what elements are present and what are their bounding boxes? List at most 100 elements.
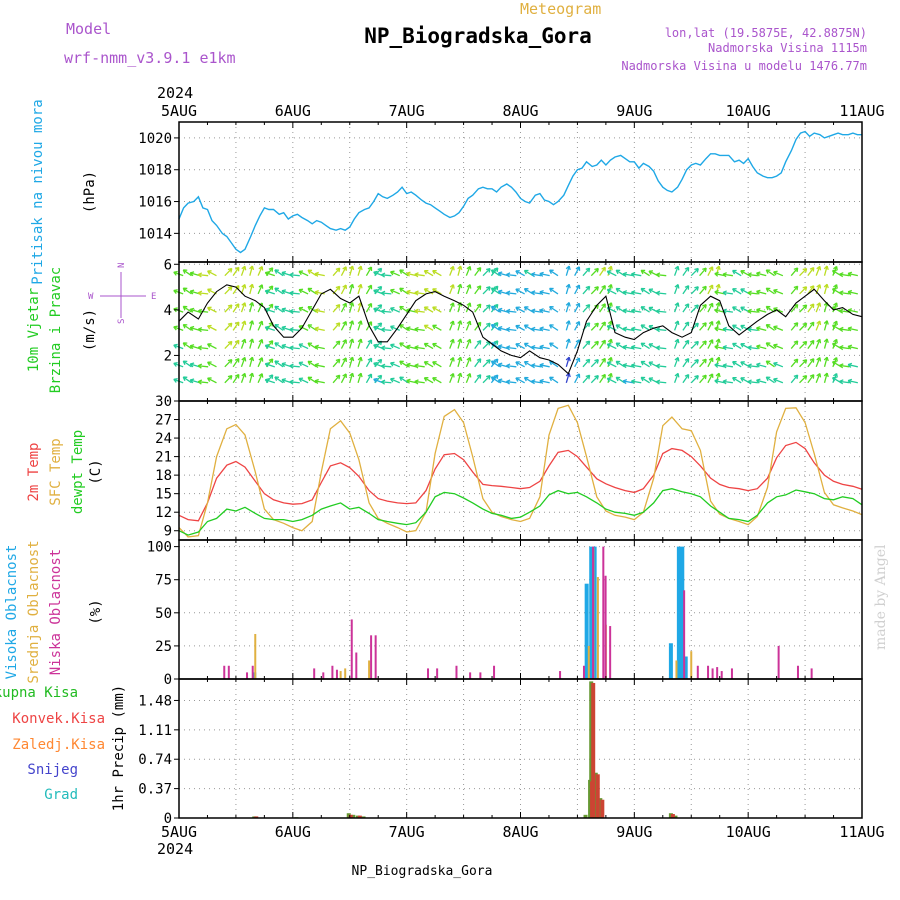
wind-arrow-head	[839, 380, 844, 385]
wind-arrow	[432, 306, 442, 313]
wind-arrow-head	[549, 324, 552, 329]
y-tick-label: 27	[155, 413, 172, 429]
wind-arrow	[622, 291, 634, 295]
wind-arrow-head	[615, 361, 619, 366]
wind-arrow-head	[833, 357, 838, 361]
wind-arrow-head	[601, 303, 606, 307]
compass-e: E	[151, 292, 156, 302]
wind-arrow	[807, 303, 815, 313]
wind-arrow-head	[793, 322, 798, 325]
wind-arrow	[340, 373, 347, 384]
wind-arrow	[340, 321, 347, 331]
wind-arrow-head	[732, 343, 736, 348]
wind-arrow-head	[432, 377, 436, 382]
wind-arrow	[699, 285, 707, 295]
wind-arrow-head	[585, 340, 590, 343]
high-cloud-bar	[592, 546, 597, 679]
wind-arrow-head	[515, 307, 519, 312]
wind-arrow	[656, 310, 667, 313]
wind-arrow	[357, 320, 362, 331]
wind-arrow-head	[189, 290, 194, 295]
wind-arrow-head	[615, 324, 619, 329]
wind-arrow	[349, 338, 354, 349]
mid-cloud-bar	[254, 633, 257, 679]
wind-arrow	[465, 373, 471, 384]
precip-bar	[595, 774, 600, 818]
wind-arrow	[515, 306, 525, 313]
wind-arrow-head	[793, 374, 798, 378]
wind-arrow-head	[622, 291, 627, 296]
wind-arrow-head	[298, 289, 302, 294]
wind-arrow	[274, 360, 284, 368]
wind-arrow-head	[390, 271, 394, 276]
wind-arrow-head	[268, 303, 273, 307]
low-cloud-bar	[479, 672, 482, 679]
wind-arrow-head	[702, 374, 707, 378]
x-tick-label-top: 8AUG	[502, 102, 538, 120]
wind-arrow	[465, 357, 471, 368]
wind-arrow	[257, 357, 263, 368]
wind-arrow-head	[490, 324, 494, 329]
wind-arrow	[714, 345, 725, 350]
wind-arrow	[631, 364, 642, 368]
wind-arrow-head	[601, 321, 606, 325]
wind-arrow-head	[601, 357, 606, 361]
wind-arrow-head	[702, 303, 707, 307]
wind-arrow	[790, 340, 799, 350]
wind-arrow	[414, 291, 425, 295]
wind-arrow-head	[197, 381, 202, 385]
wind-arrow	[390, 289, 400, 295]
wind-arrow	[549, 360, 559, 368]
wind-arrow-head	[809, 321, 814, 325]
wind-arrow-head	[809, 358, 814, 361]
wind-arrow-head	[414, 364, 419, 369]
wind-arrow-head	[281, 308, 286, 313]
wind-arrow-head	[314, 309, 319, 314]
clouds-y-ticks: 0 25 50 75 100	[147, 540, 179, 688]
wind-arrow	[565, 338, 570, 349]
wind-arrow-head	[622, 380, 627, 385]
y-tick-label: 18	[155, 468, 172, 484]
wind-arrow	[314, 327, 325, 331]
wind-arrow-head	[722, 273, 727, 278]
wind-arrow-head	[615, 377, 619, 382]
wind-arrow-head	[258, 338, 263, 343]
wind-arrow	[424, 270, 434, 277]
wind-arrow-head	[722, 380, 727, 385]
wind-arrow-head	[476, 267, 481, 270]
wind-arrow	[491, 269, 501, 277]
wind-arrow	[449, 266, 455, 276]
wind-arrow	[631, 380, 642, 384]
wind-arrow	[474, 285, 482, 295]
low-cloud-bar	[559, 671, 562, 679]
wind-arrow-head	[349, 265, 353, 270]
wind-arrow	[249, 338, 254, 349]
wind-arrow-head	[399, 342, 403, 347]
wind-arrow-head	[740, 361, 744, 366]
wind-arrow	[414, 328, 425, 332]
wind-arrow	[249, 372, 254, 383]
wind-arrow-head	[832, 324, 836, 330]
low-cloud-bar	[582, 665, 585, 679]
wind-arrow-head	[314, 291, 319, 296]
low-cloud-bar	[223, 665, 226, 679]
wind-arrow	[539, 327, 550, 331]
precip-bar	[351, 814, 356, 818]
wind-arrow	[707, 266, 714, 276]
wind-arrow-head	[264, 272, 269, 277]
wind-arrow-head	[816, 265, 821, 270]
wind-arrow-head	[406, 380, 410, 384]
wind-arrow	[506, 365, 517, 368]
wind-arrow	[457, 356, 462, 367]
wind-arrow	[699, 267, 707, 277]
wind-arrow-head	[497, 290, 502, 295]
wind-arrow	[465, 320, 471, 331]
wind-arrow-head	[264, 326, 269, 331]
wind-arrow	[298, 343, 309, 350]
wind-arrow-head	[249, 356, 253, 361]
wind-arrow-head	[732, 270, 736, 275]
wind-arrow-head	[466, 302, 471, 306]
wind-arrow	[815, 266, 821, 276]
wind-arrow	[531, 309, 542, 313]
wind-arrow	[474, 303, 482, 313]
